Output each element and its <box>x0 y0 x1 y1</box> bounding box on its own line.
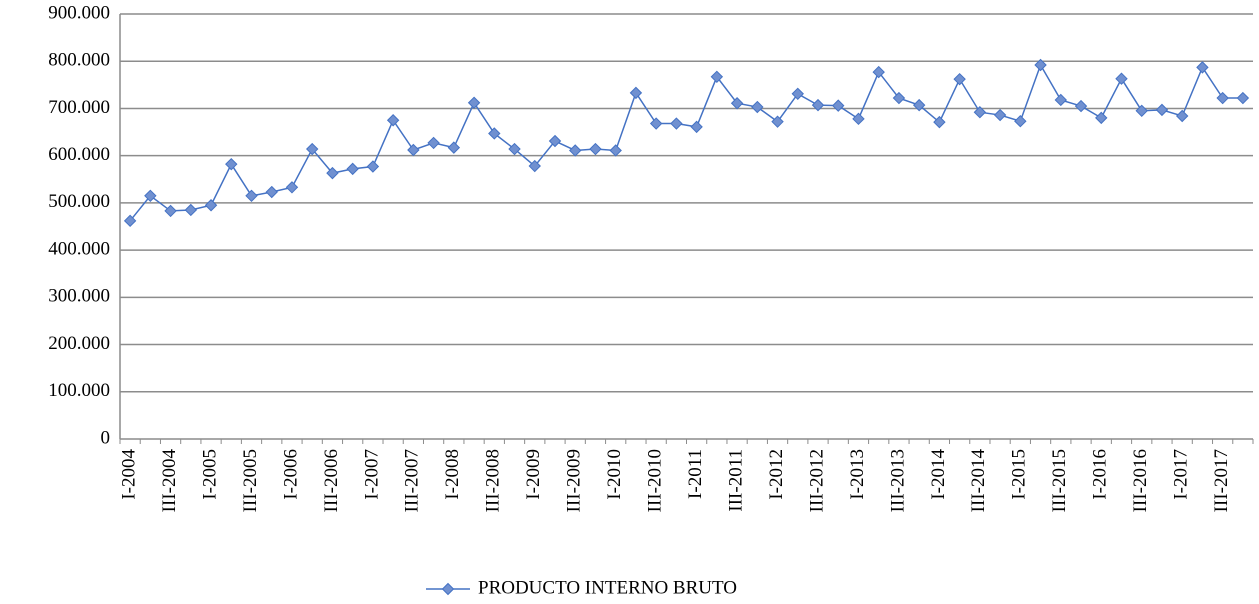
legend-marker <box>441 582 455 596</box>
y-tick-label: 500.000 <box>48 191 110 212</box>
x-tick-label: I-2015 <box>1009 449 1030 500</box>
y-tick-label: 400.000 <box>48 238 110 259</box>
y-tick-label: 0 <box>101 427 111 448</box>
data-point <box>488 127 501 140</box>
y-tick-label: 900.000 <box>48 2 110 23</box>
data-point <box>771 115 784 128</box>
data-point <box>953 72 966 86</box>
data-point <box>386 114 400 127</box>
data-point <box>912 98 926 112</box>
x-tick-label: I-2007 <box>361 449 382 500</box>
data-point <box>326 166 339 180</box>
data-point <box>670 117 683 130</box>
data-point <box>892 91 906 105</box>
data-point <box>1155 103 1169 117</box>
x-tick-label: III-2005 <box>240 449 261 512</box>
data-point <box>285 181 299 194</box>
data-point <box>1175 109 1189 123</box>
data-point <box>184 203 198 217</box>
data-point <box>690 120 703 134</box>
data-point <box>730 97 744 110</box>
data-point <box>751 100 764 114</box>
data-point <box>1095 111 1108 125</box>
x-tick-label: III-2016 <box>1130 449 1151 512</box>
x-tick-label: III-2007 <box>402 449 423 512</box>
x-tick-label: III-2004 <box>159 449 180 513</box>
data-point <box>528 159 541 173</box>
data-point <box>427 136 440 150</box>
data-point <box>710 70 724 84</box>
x-tick-label: I-2011 <box>685 449 706 499</box>
x-tick-label: I-2005 <box>199 449 220 500</box>
data-point <box>1135 104 1148 118</box>
x-tick-label: I-2006 <box>280 449 301 500</box>
data-point <box>993 108 1007 122</box>
data-point <box>1014 114 1027 128</box>
data-point <box>265 185 278 199</box>
data-point <box>1115 72 1128 85</box>
x-tick-label: I-2009 <box>523 449 544 500</box>
data-point <box>508 142 521 156</box>
y-tick-label: 300.000 <box>48 286 110 307</box>
x-tick-label: I-2008 <box>442 449 463 500</box>
x-tick-label: III-2017 <box>1211 449 1232 512</box>
data-point <box>225 157 238 171</box>
data-point <box>649 117 663 130</box>
data-point <box>346 162 359 176</box>
data-point <box>629 86 643 100</box>
x-tick-label: III-2006 <box>321 449 342 512</box>
x-tick-label: I-2014 <box>928 449 949 500</box>
data-point <box>447 141 461 154</box>
data-point <box>609 144 622 157</box>
data-point <box>1196 61 1209 74</box>
series-line <box>129 63 1243 222</box>
y-tick-label: 100.000 <box>48 380 110 401</box>
data-point <box>305 142 319 156</box>
x-tick-label: I-2004 <box>118 449 139 500</box>
data-point <box>144 189 157 203</box>
data-point <box>245 189 258 203</box>
y-tick-label: 600.000 <box>48 144 110 165</box>
x-tick-label: I-2010 <box>604 449 625 500</box>
x-tick-label: III-2014 <box>968 449 989 513</box>
data-point <box>123 214 137 228</box>
x-tick-label: III-2012 <box>806 449 827 512</box>
x-tick-label: III-2008 <box>483 449 504 512</box>
x-tick-label: I-2016 <box>1090 449 1111 500</box>
data-point <box>872 65 885 79</box>
data-point <box>548 134 562 148</box>
x-tick-label: I-2017 <box>1171 449 1192 500</box>
y-tick-label: 700.000 <box>48 97 110 118</box>
x-tick-label: III-2011 <box>725 449 746 512</box>
data-point <box>1074 99 1088 113</box>
data-point <box>204 199 218 212</box>
data-point <box>1054 93 1068 107</box>
x-tick-label: III-2013 <box>887 449 908 512</box>
x-tick-label: III-2009 <box>564 449 585 512</box>
y-tick-label: 200.000 <box>48 333 110 354</box>
data-point <box>164 204 177 218</box>
y-tick-label: 800.000 <box>48 50 110 71</box>
x-tick-label: I-2013 <box>847 449 868 500</box>
x-tick-label: III-2010 <box>645 449 666 512</box>
data-point <box>811 98 825 112</box>
data-point <box>407 143 420 157</box>
data-point <box>467 96 481 109</box>
legend-label: PRODUCTO INTERNO BRUTO <box>478 577 737 598</box>
data-point <box>933 115 946 129</box>
data-point <box>791 87 804 101</box>
data-point <box>973 106 987 119</box>
x-tick-label: III-2015 <box>1049 449 1070 512</box>
data-point <box>1236 91 1250 105</box>
data-point <box>852 112 865 126</box>
data-point <box>366 160 380 173</box>
data-point <box>589 142 602 156</box>
x-tick-label: I-2012 <box>766 449 787 500</box>
data-point <box>1034 58 1047 72</box>
data-point <box>1216 91 1229 105</box>
data-point <box>569 144 582 157</box>
data-point <box>832 99 845 112</box>
